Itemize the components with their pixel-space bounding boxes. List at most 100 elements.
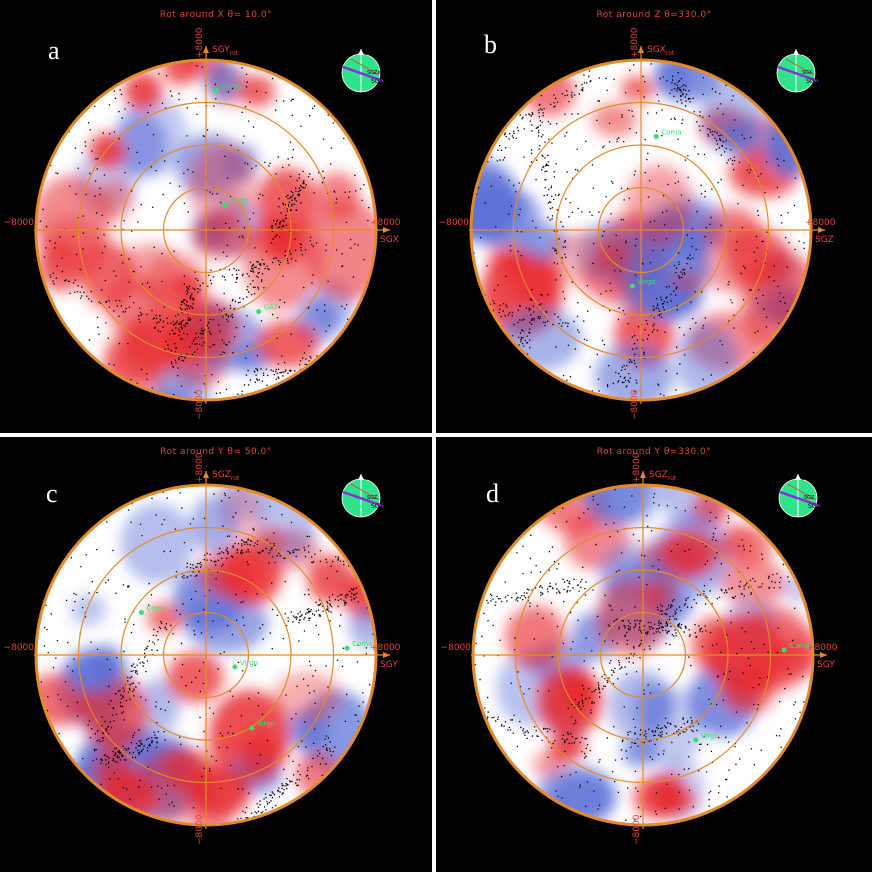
inset-label: SGZrot bbox=[367, 70, 384, 76]
cluster-marker bbox=[256, 309, 262, 315]
sky-map-c: −8000 +8000SGY+8000−8000SGZrotComaComaVir… bbox=[4, 452, 401, 845]
v-axis-arrow bbox=[640, 471, 646, 478]
blue-region bbox=[632, 682, 674, 732]
tick-left: −8000 bbox=[4, 218, 35, 228]
red-region bbox=[160, 748, 214, 792]
inset-label: SGX bbox=[801, 475, 814, 482]
cluster-label: Virgo bbox=[240, 659, 258, 667]
red-region bbox=[783, 629, 813, 672]
inset-rot-axis bbox=[785, 58, 815, 76]
panel-c: −8000 +8000 SGY +8000 −8000 SGZrot Coma Coma Vir… bbox=[0, 437, 432, 872]
axis-v-sub: rot bbox=[668, 475, 677, 482]
panel-letter: c bbox=[46, 479, 58, 508]
red-region bbox=[505, 605, 566, 670]
inset-plane bbox=[777, 65, 819, 83]
v-axis-arrow bbox=[638, 46, 644, 53]
inset-label: SGY bbox=[799, 50, 811, 57]
red-region bbox=[92, 745, 135, 800]
red-region bbox=[659, 529, 719, 577]
panel-d: −8000 +8000 SGY +8000 −8000 SGZrot Coma Virgo SG… bbox=[436, 437, 872, 872]
tick-top: +8000 bbox=[632, 452, 642, 483]
tick-top: +8000 bbox=[195, 452, 205, 483]
tick-bottom: −8000 bbox=[630, 389, 640, 420]
tick-right: +8000 bbox=[805, 218, 836, 228]
panel-title: Rot around Y θ=330.0° bbox=[596, 447, 712, 457]
inset-label: SGZ bbox=[804, 495, 815, 501]
red-region bbox=[620, 75, 656, 102]
red-region bbox=[306, 199, 376, 302]
inset-plane bbox=[342, 65, 384, 83]
red-region bbox=[252, 526, 286, 552]
tick-top: +8000 bbox=[630, 27, 640, 58]
red-region bbox=[187, 142, 256, 228]
cluster-marker bbox=[138, 610, 144, 615]
sky-map-a: −8000 +8000SGX+8000−8000SGYrotComaVirgoGA… bbox=[4, 27, 401, 420]
h-axis-arrow bbox=[383, 652, 390, 658]
inset-arrow bbox=[358, 49, 364, 55]
inset-rot-axis bbox=[787, 483, 817, 501]
axis-v-label: SGYrot bbox=[212, 45, 239, 57]
tick-bottom: −8000 bbox=[632, 814, 642, 845]
cluster-label: GA? bbox=[264, 304, 278, 312]
red-region bbox=[273, 671, 342, 722]
red-region bbox=[718, 526, 774, 566]
red-region bbox=[104, 328, 174, 387]
inset-arrow bbox=[793, 49, 799, 55]
blue-region bbox=[65, 653, 121, 695]
red-region bbox=[307, 555, 355, 604]
tick-right: +8000 bbox=[370, 643, 401, 653]
blue-region bbox=[150, 364, 212, 400]
tick-right: +8000 bbox=[370, 218, 401, 228]
cluster-label: Coma bbox=[146, 605, 166, 613]
blue-region bbox=[654, 60, 693, 99]
blue-region bbox=[471, 173, 524, 244]
red-region bbox=[37, 242, 84, 292]
axis-v-sub: rot bbox=[230, 50, 239, 57]
cluster-marker bbox=[653, 134, 659, 139]
inset-label: SGX bbox=[808, 503, 821, 510]
red-region bbox=[705, 613, 786, 695]
blue-region bbox=[204, 60, 241, 102]
inset-rot-axis bbox=[350, 58, 380, 76]
cluster-marker bbox=[344, 645, 350, 651]
axis-h-label: SGY bbox=[380, 660, 398, 670]
h-axis-arrow bbox=[818, 227, 825, 233]
inset-label: SGX bbox=[364, 475, 377, 482]
inset-label: SGY bbox=[364, 50, 376, 57]
red-region bbox=[561, 674, 596, 706]
red-region bbox=[507, 253, 562, 307]
blue-region bbox=[654, 285, 690, 323]
panel-title: Rot around X θ= 10.0° bbox=[159, 10, 273, 20]
cluster-marker bbox=[693, 737, 699, 743]
red-region bbox=[89, 132, 127, 169]
cluster-marker bbox=[222, 202, 228, 207]
panel-letter: d bbox=[486, 479, 499, 508]
blue-region bbox=[190, 494, 240, 554]
sky-map-b: −8000 +8000SGZ+8000−8000SGXrotComaVirgoSG… bbox=[439, 27, 836, 420]
v-axis-arrow bbox=[203, 46, 209, 53]
inset-label: SGX bbox=[802, 70, 813, 76]
blue-region bbox=[70, 594, 107, 626]
red-region bbox=[147, 602, 183, 633]
axis-v-label: SGXrot bbox=[647, 45, 675, 57]
cluster-label: Coma bbox=[221, 83, 241, 91]
red-region bbox=[720, 557, 786, 608]
panel-a: −8000 +8000 SGX +8000 −8000 SGYrot Coma Virgo GA… bbox=[0, 0, 432, 433]
red-region bbox=[294, 751, 340, 797]
tick-bottom: −8000 bbox=[195, 814, 205, 845]
blue-region bbox=[597, 485, 666, 525]
axis-v-sub: rot bbox=[666, 50, 675, 57]
inset-label: SGX bbox=[806, 78, 819, 85]
red-region bbox=[255, 320, 320, 368]
galaxy-dots bbox=[471, 63, 805, 400]
cluster-marker bbox=[249, 725, 255, 731]
cluster-label: Coma bbox=[789, 642, 809, 650]
red-region bbox=[591, 102, 638, 137]
red-region bbox=[664, 786, 698, 815]
red-region bbox=[547, 231, 612, 286]
cluster-label: Coma bbox=[661, 129, 681, 137]
panel-letter: a bbox=[48, 36, 60, 65]
inset-arrow bbox=[795, 474, 801, 480]
panel-letter: b bbox=[484, 30, 497, 59]
axis-v-sub: rot bbox=[231, 475, 240, 482]
